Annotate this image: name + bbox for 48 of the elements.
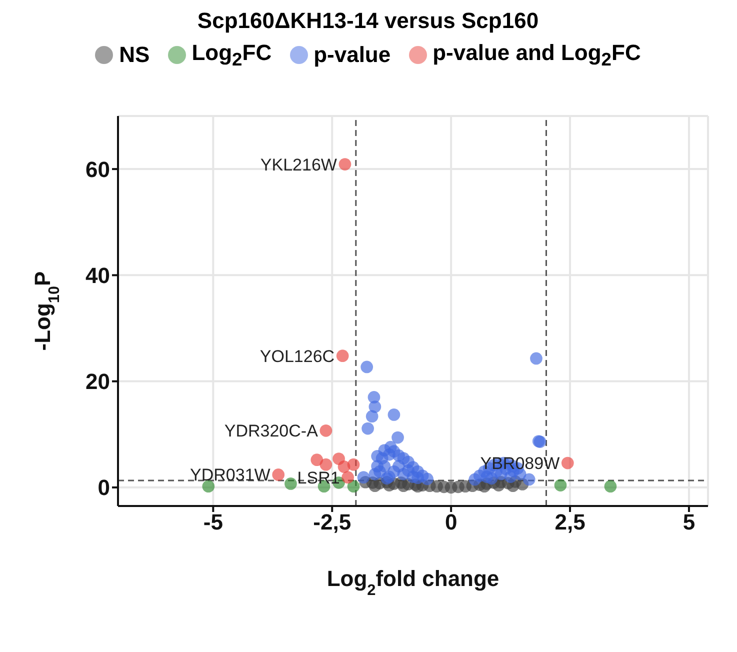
x-tick-label: 2,5 xyxy=(554,510,586,536)
point xyxy=(604,480,617,493)
point xyxy=(522,474,536,486)
point xyxy=(368,480,382,492)
point xyxy=(360,361,374,374)
point xyxy=(336,350,349,362)
point xyxy=(485,472,498,485)
y-tick-label: 40 xyxy=(86,263,110,288)
legend-label: Log$_{2}$FC xyxy=(192,40,272,70)
point xyxy=(388,408,400,422)
y-tick-label: 20 xyxy=(86,370,110,395)
x-axis-title: Log$_{2}$fold change xyxy=(326,566,500,599)
annotation: YDR320C-A xyxy=(224,422,319,442)
x-tick-label: 0 xyxy=(444,510,458,536)
point xyxy=(284,478,297,490)
point xyxy=(362,422,374,436)
x-tick-label: -2,5 xyxy=(313,510,352,536)
point xyxy=(272,468,285,482)
point xyxy=(380,472,394,485)
point xyxy=(392,460,405,473)
annotation: YKL216W xyxy=(260,156,337,175)
point xyxy=(530,352,542,366)
point xyxy=(338,158,352,171)
point xyxy=(357,472,370,484)
point xyxy=(554,480,567,492)
point xyxy=(402,464,414,478)
x-tick-label: -5 xyxy=(203,510,223,536)
legend-label: NS xyxy=(119,42,150,68)
point xyxy=(320,458,332,472)
annotation: YOL126C xyxy=(260,347,335,366)
point xyxy=(412,472,424,484)
point xyxy=(342,472,354,484)
point xyxy=(371,460,384,473)
point xyxy=(368,401,382,414)
point xyxy=(310,454,324,466)
x-tick-label: 5 xyxy=(682,510,696,536)
legend-label: p-value and Log$_{2}$FC xyxy=(432,40,641,70)
legend-label: p-value xyxy=(314,42,391,68)
y-tick-label: 60 xyxy=(86,157,110,182)
point xyxy=(320,424,332,438)
point xyxy=(397,480,410,492)
point xyxy=(392,432,404,444)
chart-title: Scp160ΔKH13-14 versus Scp160 xyxy=(196,8,540,34)
point xyxy=(347,458,360,472)
point xyxy=(366,410,378,423)
y-tick-label: 0 xyxy=(98,476,110,501)
point xyxy=(347,480,360,493)
point xyxy=(561,457,574,470)
